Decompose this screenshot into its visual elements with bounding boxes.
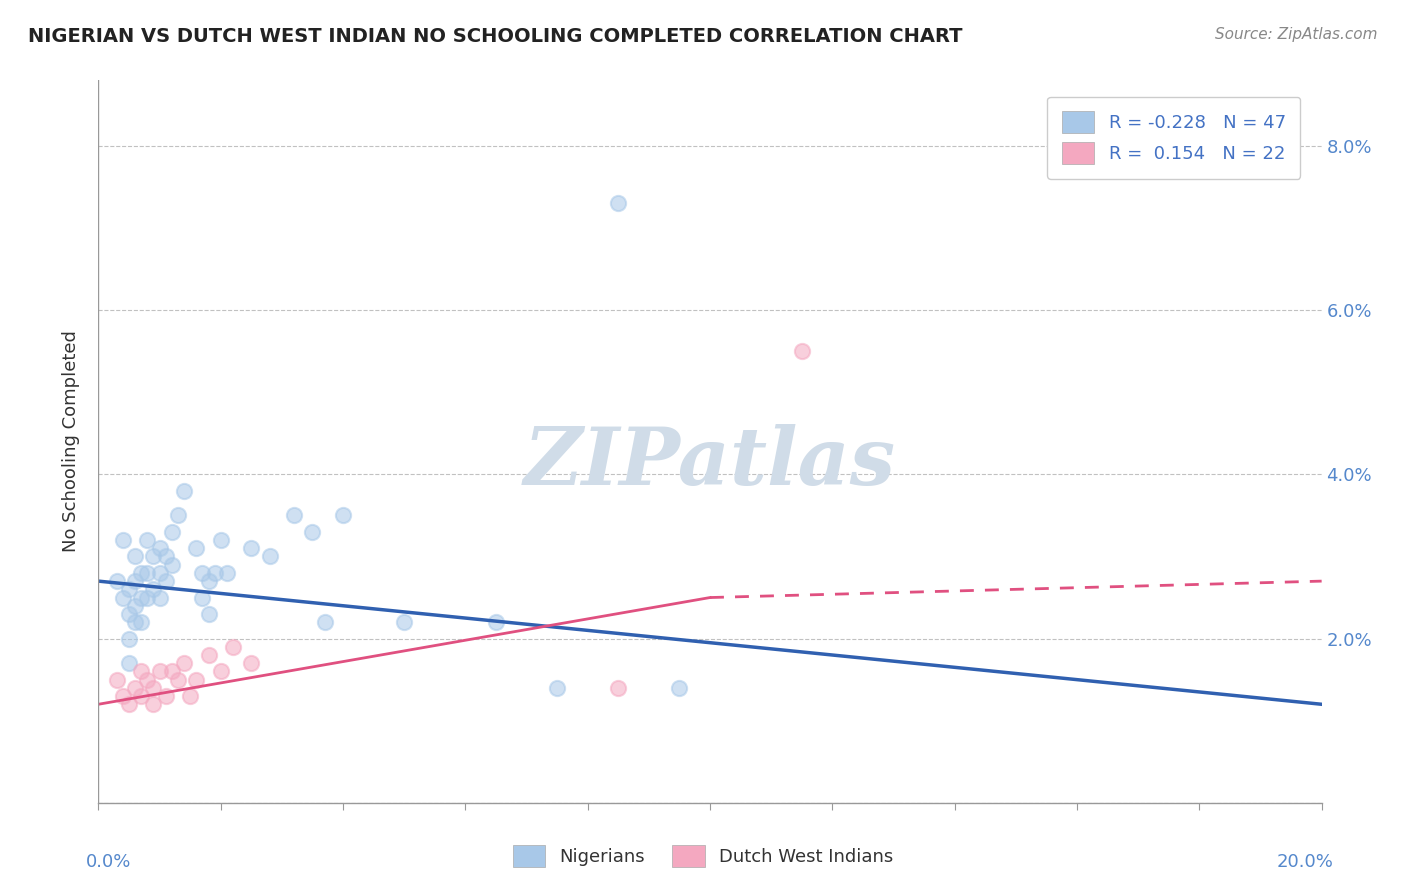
Point	[118, 698, 141, 712]
Point	[124, 599, 146, 613]
Point	[607, 196, 630, 211]
Point	[186, 673, 208, 687]
Point	[129, 615, 152, 630]
Point	[160, 524, 183, 539]
Point	[392, 615, 416, 630]
Point	[197, 648, 219, 662]
Point	[546, 681, 568, 695]
Point	[136, 673, 159, 687]
Point	[191, 591, 214, 605]
Point	[124, 615, 146, 630]
Point	[215, 566, 238, 580]
Point	[155, 689, 177, 703]
Point	[607, 681, 630, 695]
Point	[136, 566, 159, 580]
Point	[167, 508, 190, 523]
Point	[283, 508, 305, 523]
Point	[111, 533, 134, 547]
Point	[191, 566, 214, 580]
Point	[155, 574, 177, 588]
Text: 0.0%: 0.0%	[86, 854, 132, 871]
Point	[197, 574, 219, 588]
Legend: Nigerians, Dutch West Indians: Nigerians, Dutch West Indians	[505, 838, 901, 874]
Point	[197, 607, 219, 621]
Point	[173, 483, 195, 498]
Point	[124, 574, 146, 588]
Point	[111, 591, 134, 605]
Point	[179, 689, 201, 703]
Point	[118, 607, 141, 621]
Point	[259, 549, 281, 564]
Text: NIGERIAN VS DUTCH WEST INDIAN NO SCHOOLING COMPLETED CORRELATION CHART: NIGERIAN VS DUTCH WEST INDIAN NO SCHOOLI…	[28, 27, 963, 45]
Text: Source: ZipAtlas.com: Source: ZipAtlas.com	[1215, 27, 1378, 42]
Legend: R = -0.228   N = 47, R =  0.154   N = 22: R = -0.228 N = 47, R = 0.154 N = 22	[1047, 96, 1301, 178]
Point	[668, 681, 690, 695]
Point	[136, 533, 159, 547]
Point	[209, 665, 232, 679]
Point	[136, 591, 159, 605]
Point	[118, 657, 141, 671]
Point	[129, 689, 152, 703]
Point	[332, 508, 354, 523]
Point	[149, 665, 172, 679]
Point	[142, 681, 165, 695]
Point	[118, 632, 141, 646]
Point	[240, 541, 263, 556]
Point	[105, 574, 128, 588]
Point	[160, 665, 183, 679]
Point	[118, 582, 141, 597]
Point	[301, 524, 323, 539]
Point	[155, 549, 177, 564]
Point	[314, 615, 336, 630]
Point	[160, 558, 183, 572]
Point	[129, 665, 152, 679]
Point	[209, 533, 232, 547]
Point	[149, 591, 172, 605]
Point	[149, 541, 172, 556]
Point	[222, 640, 245, 654]
Point	[790, 344, 813, 359]
Point	[124, 681, 146, 695]
Point	[240, 657, 263, 671]
Text: ZIPatlas: ZIPatlas	[524, 425, 896, 502]
Point	[105, 673, 128, 687]
Point	[129, 566, 152, 580]
Text: 20.0%: 20.0%	[1277, 854, 1334, 871]
Point	[142, 549, 165, 564]
Point	[149, 566, 172, 580]
Y-axis label: No Schooling Completed: No Schooling Completed	[62, 331, 80, 552]
Point	[124, 549, 146, 564]
Point	[142, 698, 165, 712]
Point	[485, 615, 508, 630]
Point	[111, 689, 134, 703]
Point	[204, 566, 226, 580]
Point	[129, 591, 152, 605]
Point	[142, 582, 165, 597]
Point	[186, 541, 208, 556]
Point	[167, 673, 190, 687]
Point	[173, 657, 195, 671]
